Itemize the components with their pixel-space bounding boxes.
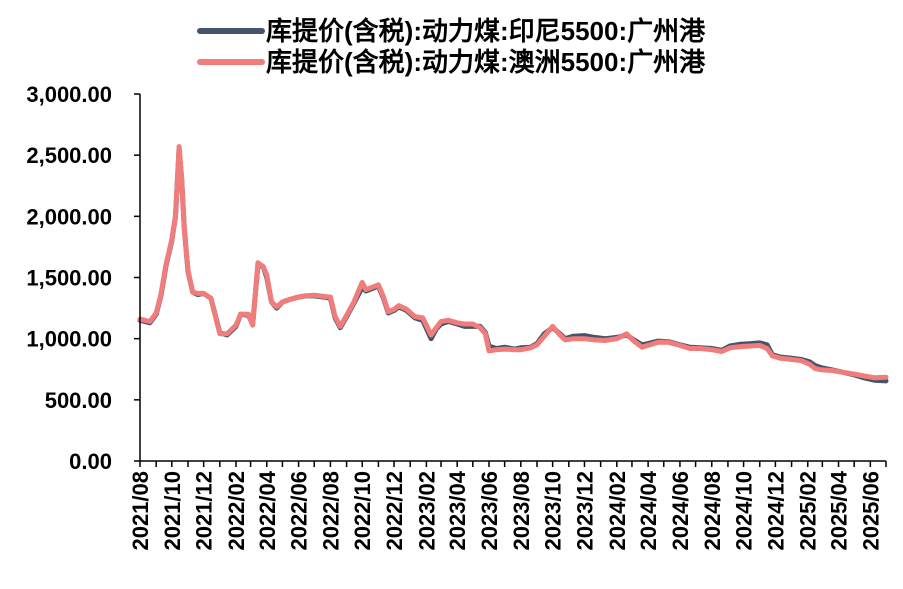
x-tick-label: 2022/06 xyxy=(287,471,312,551)
x-tick-label: 2023/06 xyxy=(477,471,502,551)
y-tick-label: 2,500.00 xyxy=(26,143,112,168)
x-tick-label: 2024/12 xyxy=(763,471,788,551)
x-tick-label: 2023/04 xyxy=(445,470,470,550)
legend-label-series-1: 库提价(含税):动力煤:印尼5500:广州港 xyxy=(266,16,706,46)
x-tick-label: 2025/04 xyxy=(827,470,852,550)
x-tick-label: 2021/10 xyxy=(160,471,185,551)
x-tick-label: 2022/08 xyxy=(318,471,343,551)
x-tick-label: 2024/02 xyxy=(605,471,630,551)
x-tick-label: 2022/02 xyxy=(224,471,249,551)
x-tick-label: 2023/02 xyxy=(414,471,439,551)
y-tick-label: 3,000.00 xyxy=(26,82,112,107)
series-line-1 xyxy=(137,146,889,384)
x-tick-label: 2023/10 xyxy=(541,471,566,551)
y-tick-label: 1,000.00 xyxy=(26,327,112,352)
x-tick-label: 2022/04 xyxy=(255,470,280,550)
y-tick-label: 0.00 xyxy=(69,449,112,474)
legend-label-series-2: 库提价(含税):动力煤:澳洲5500:广州港 xyxy=(266,47,706,77)
y-tick-label: 2,000.00 xyxy=(26,204,112,229)
y-axis-ticks: 0.00 500.00 1,000.00 1,500.00 2,000.00 2,500.… xyxy=(26,82,140,474)
y-tick-label: 500.00 xyxy=(45,388,112,413)
y-tick-label: 1,500.00 xyxy=(26,266,112,291)
series-lines xyxy=(137,144,889,384)
x-tick-label: 2024/10 xyxy=(732,471,757,551)
x-tick-label: 2025/02 xyxy=(796,471,821,551)
x-tick-label: 2023/08 xyxy=(509,471,534,551)
x-tick-label: 2024/04 xyxy=(636,470,661,550)
x-tick-label: 2024/06 xyxy=(668,471,693,551)
x-tick-label: 2021/08 xyxy=(128,471,153,551)
x-tick-label: 2021/12 xyxy=(192,471,217,551)
legend: 库提价(含税):动力煤:印尼5500:广州港 库提价(含税):动力煤:澳洲550… xyxy=(197,16,706,77)
x-tick-label: 2022/10 xyxy=(350,471,375,551)
x-tick-label: 2022/12 xyxy=(382,471,407,551)
x-axis-ticks: 2021/08 2021/10 2021/12 2022/02 2022/04 2022/… xyxy=(128,461,887,551)
x-tick-label: 2023/12 xyxy=(572,471,597,551)
x-tick-label: 2024/08 xyxy=(700,471,725,551)
series-line-2 xyxy=(137,144,889,381)
x-tick-label: 2025/06 xyxy=(858,471,883,551)
